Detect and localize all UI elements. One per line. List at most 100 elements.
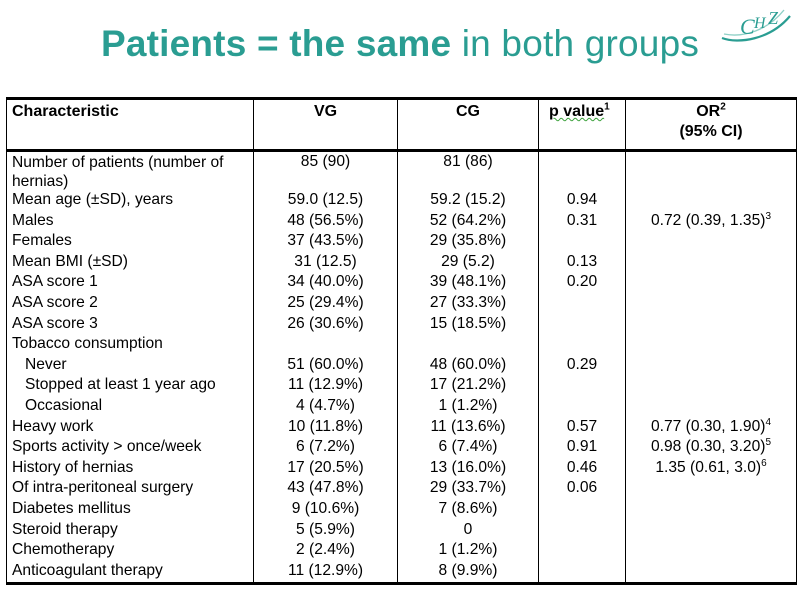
- table-row: Mean age (±SD), years 59.0 (12.5) 59.2 (15…: [6, 191, 797, 212]
- cell-vg: 85 (90): [253, 150, 398, 191]
- cell-cg: [397, 335, 539, 356]
- table-row: Of intra-peritoneal surgery 43 (47.8%) 29 …: [6, 479, 797, 500]
- table-row: Sports activity > once/week 6 (7.2%) 6 (7.…: [6, 436, 797, 459]
- table-row: Anticoagulant therapy 11 (12.9%) 8 (9.9%): [6, 561, 797, 586]
- slide-title: Patients = the same in both groups: [0, 22, 800, 66]
- cell-vg: 11 (12.9%): [253, 376, 398, 397]
- cell-or: [625, 499, 797, 521]
- cell-p-value: 0.29: [538, 355, 626, 377]
- cell-or: 1.35 (0.61, 3.0)6: [625, 457, 797, 480]
- header-or-ci: (95% CI): [679, 123, 743, 140]
- cell-characteristic: Tobacco consumption: [6, 335, 254, 356]
- table-row: ASA score 2 25 (29.4%) 27 (33.3%): [6, 293, 797, 315]
- cell-characteristic: ASA score 1: [6, 273, 254, 294]
- table-row: Tobacco consumption: [6, 335, 797, 356]
- cell-p-value: [538, 150, 626, 191]
- cell-vg: 9 (10.6%): [253, 499, 398, 521]
- header-p-value-sup: 1: [604, 101, 610, 113]
- cell-vg: 31 (12.5): [253, 252, 398, 274]
- cell-vg: [253, 335, 398, 356]
- table-row: Number of patients (number of hernias) 85…: [6, 150, 797, 191]
- cell-p-value: 0.20: [538, 273, 626, 294]
- cell-vg: 37 (43.5%): [253, 232, 398, 253]
- cell-characteristic: Sports activity > once/week: [6, 438, 254, 459]
- cell-or-footnote: 6: [761, 457, 767, 469]
- cell-characteristic: ASA score 3: [6, 314, 254, 336]
- cell-or: [625, 273, 797, 294]
- svg-text:H: H: [753, 15, 767, 32]
- cell-or: [625, 479, 797, 500]
- cell-vg: 25 (29.4%): [253, 293, 398, 315]
- cell-or: [625, 541, 797, 562]
- cell-characteristic: Stopped at least 1 year ago: [6, 376, 254, 397]
- slide-title-rest: in both groups: [451, 23, 700, 64]
- patient-characteristics-table: Characteristic VG CG p value1 OR2 (95% CI…: [6, 97, 797, 586]
- cell-p-value: [538, 232, 626, 253]
- cell-or: 0.77 (0.30, 1.90)4: [625, 416, 797, 439]
- cell-p-value: [538, 520, 626, 542]
- cell-p-value: [538, 499, 626, 521]
- header-p-value: p value1: [538, 97, 626, 152]
- chz-logo-icon: C H Z: [721, 8, 791, 42]
- cell-characteristic: Never: [6, 355, 254, 377]
- cell-vg: 6 (7.2%): [253, 438, 398, 459]
- table-row: Occasional 4 (4.7%) 1 (1.2%): [6, 396, 797, 418]
- table-row: ASA score 3 26 (30.6%) 15 (18.5%): [6, 314, 797, 336]
- table-row: History of hernias 17 (20.5%) 13 (16.0%) 0.…: [6, 457, 797, 480]
- cell-vg: 26 (30.6%): [253, 314, 398, 336]
- cell-or: 0.72 (0.39, 1.35)3: [625, 211, 797, 233]
- cell-p-value: [538, 561, 626, 586]
- cell-cg: 1 (1.2%): [397, 541, 539, 562]
- cell-or: [625, 314, 797, 336]
- table-row: Stopped at least 1 year ago 11 (12.9%) 17 …: [6, 376, 797, 397]
- cell-characteristic: Females: [6, 232, 254, 253]
- cell-vg: 17 (20.5%): [253, 458, 398, 480]
- cell-characteristic: Heavy work: [6, 417, 254, 439]
- cell-characteristic: Chemotherapy: [6, 541, 254, 562]
- cell-cg: 48 (60.0%): [397, 355, 539, 377]
- cell-p-value: 0.94: [538, 191, 626, 212]
- cell-characteristic: Mean age (±SD), years: [6, 191, 254, 212]
- cell-cg: 17 (21.2%): [397, 376, 539, 397]
- cell-vg: 5 (5.9%): [253, 520, 398, 542]
- cell-cg: 1 (1.2%): [397, 396, 539, 418]
- cell-p-value: [538, 293, 626, 315]
- cell-vg: 4 (4.7%): [253, 396, 398, 418]
- cell-or: [625, 191, 797, 212]
- cell-or-value: 0.98 (0.30, 3.20): [651, 438, 766, 456]
- cell-p-value: [538, 541, 626, 562]
- cell-cg: 29 (33.7%): [397, 479, 539, 500]
- cell-p-value: 0.13: [538, 252, 626, 274]
- table-row: Heavy work 10 (11.8%) 11 (13.6%) 0.57 0.77 (…: [6, 416, 797, 439]
- cell-or: [625, 396, 797, 418]
- table-row: Males 48 (56.5%) 52 (64.2%) 0.31 0.72 (0.39,…: [6, 211, 797, 233]
- cell-vg: 11 (12.9%): [253, 561, 398, 586]
- header-characteristic: Characteristic: [6, 97, 254, 152]
- header-p-value-label: p value: [549, 103, 605, 120]
- cell-p-value: [538, 396, 626, 418]
- table-row: ASA score 1 34 (40.0%) 39 (48.1%) 0.20: [6, 273, 797, 294]
- cell-or-footnote: 4: [765, 416, 771, 428]
- cell-p-value: 0.57: [538, 417, 626, 439]
- cell-cg: 52 (64.2%): [397, 211, 539, 233]
- cell-characteristic: Mean BMI (±SD): [6, 252, 254, 274]
- cell-or: [625, 252, 797, 274]
- cell-or-footnote: 5: [765, 436, 771, 448]
- cell-characteristic: Occasional: [6, 396, 254, 418]
- cell-characteristic: Of intra-peritoneal surgery: [6, 479, 254, 500]
- table-row: Never 51 (60.0%) 48 (60.0%) 0.29: [6, 355, 797, 377]
- table-header-row: Characteristic VG CG p value1 OR2 (95% CI…: [6, 97, 797, 152]
- cell-or: [625, 150, 797, 191]
- cell-p-value: 0.46: [538, 458, 626, 480]
- slide-title-bold: Patients = the same: [100, 23, 452, 64]
- cell-p-value: [538, 376, 626, 397]
- cell-cg: 11 (13.6%): [397, 417, 539, 439]
- cell-cg: 7 (8.6%): [397, 499, 539, 521]
- cell-cg: 29 (5.2): [397, 252, 539, 274]
- header-vg: VG: [253, 97, 398, 152]
- cell-or: [625, 293, 797, 315]
- header-or-sup: 2: [720, 101, 726, 113]
- cell-cg: 6 (7.4%): [397, 438, 539, 459]
- cell-or: [625, 355, 797, 377]
- table-row: Females 37 (43.5%) 29 (35.8%): [6, 232, 797, 253]
